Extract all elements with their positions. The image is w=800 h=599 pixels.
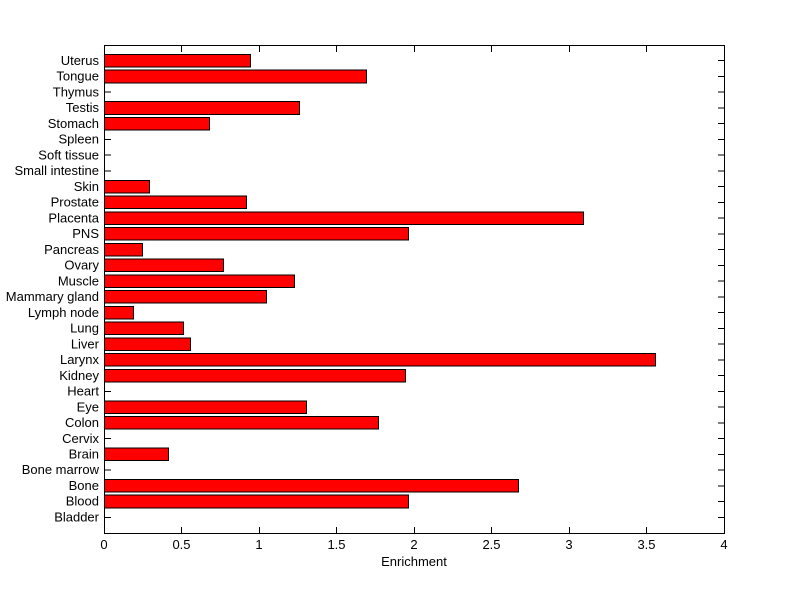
svg-text:Skin: Skin xyxy=(74,179,99,194)
svg-text:Tongue: Tongue xyxy=(56,69,99,84)
svg-text:1: 1 xyxy=(255,537,262,552)
svg-text:Muscle: Muscle xyxy=(58,273,99,288)
svg-text:Mammary gland: Mammary gland xyxy=(6,289,99,304)
svg-text:Lymph node: Lymph node xyxy=(28,305,99,320)
svg-text:Prostate: Prostate xyxy=(51,195,99,210)
svg-text:2: 2 xyxy=(410,537,417,552)
svg-text:0: 0 xyxy=(100,537,107,552)
svg-text:2.5: 2.5 xyxy=(482,537,500,552)
svg-text:Bladder: Bladder xyxy=(54,509,99,524)
svg-text:4: 4 xyxy=(720,537,727,552)
svg-text:Testis: Testis xyxy=(66,100,100,115)
svg-text:Bone: Bone xyxy=(69,478,99,493)
svg-text:Stomach: Stomach xyxy=(48,116,99,131)
svg-text:Colon: Colon xyxy=(65,415,99,430)
svg-text:Placenta: Placenta xyxy=(48,210,99,225)
svg-text:Bone marrow: Bone marrow xyxy=(22,462,100,477)
svg-text:Spleen: Spleen xyxy=(59,132,99,147)
svg-text:0.5: 0.5 xyxy=(172,537,190,552)
svg-text:Pancreas: Pancreas xyxy=(44,242,99,257)
svg-text:Blood: Blood xyxy=(66,494,99,509)
svg-text:Lung: Lung xyxy=(70,321,99,336)
svg-text:Small intestine: Small intestine xyxy=(14,163,99,178)
svg-text:Liver: Liver xyxy=(71,336,100,351)
svg-text:Cervix: Cervix xyxy=(62,431,99,446)
svg-text:Brain: Brain xyxy=(69,446,99,461)
svg-text:Soft tissue: Soft tissue xyxy=(38,147,99,162)
svg-text:PNS: PNS xyxy=(72,226,99,241)
svg-text:Thymus: Thymus xyxy=(53,84,100,99)
svg-text:1.5: 1.5 xyxy=(327,537,345,552)
svg-text:Ovary: Ovary xyxy=(64,258,99,273)
svg-text:Uterus: Uterus xyxy=(61,53,100,68)
svg-text:Eye: Eye xyxy=(77,399,99,414)
svg-text:Heart: Heart xyxy=(67,384,99,399)
svg-text:3: 3 xyxy=(565,537,572,552)
svg-text:Larynx: Larynx xyxy=(60,352,100,367)
svg-text:Kidney: Kidney xyxy=(59,368,99,383)
svg-text:3.5: 3.5 xyxy=(637,537,655,552)
svg-text:Enrichment: Enrichment xyxy=(381,554,447,569)
